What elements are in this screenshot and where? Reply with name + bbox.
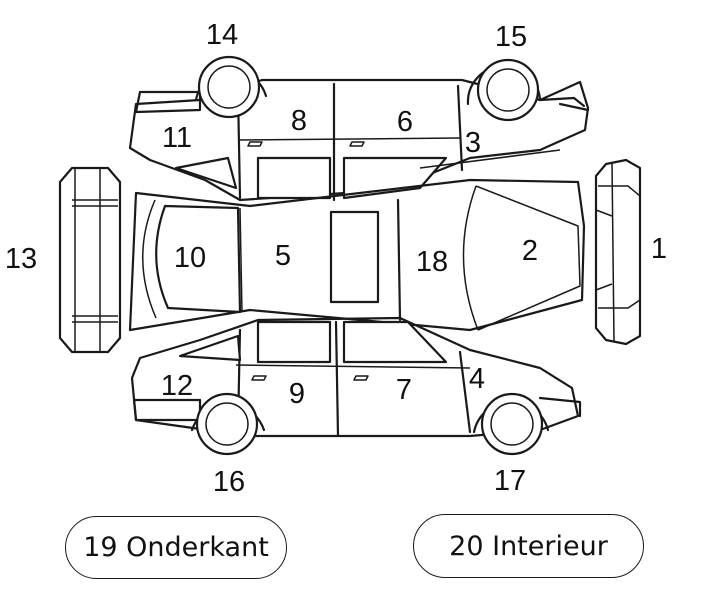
zone-label-3[interactable]: 3: [465, 127, 481, 159]
car-plan-view: [128, 178, 586, 332]
zone-label-9[interactable]: 9: [289, 378, 305, 410]
zone-label-18[interactable]: 18: [416, 246, 448, 278]
wheel-rear-bottom: [190, 392, 266, 456]
interior-button[interactable]: 20 Interieur: [413, 514, 644, 578]
car-side-view-bottom: [130, 316, 582, 456]
car-front-view: [594, 158, 642, 346]
zone-label-1[interactable]: 1: [651, 233, 667, 265]
zone-label-11[interactable]: 11: [162, 122, 192, 154]
wheel-front-bottom: [472, 392, 550, 456]
zone-label-5[interactable]: 5: [275, 240, 291, 272]
zone-label-12[interactable]: 12: [161, 370, 193, 402]
zone-label-4[interactable]: 4: [469, 363, 485, 395]
zone-label-13[interactable]: 13: [5, 243, 37, 275]
zone-label-17[interactable]: 17: [494, 465, 526, 497]
car-rear-view: [58, 166, 122, 354]
zone-label-14[interactable]: 14: [206, 19, 238, 51]
zone-label-8[interactable]: 8: [291, 105, 307, 137]
zone-label-10[interactable]: 10: [174, 242, 206, 274]
car-side-view-top: [128, 55, 590, 202]
wheel-front-top: [466, 58, 542, 122]
wheel-rear-top: [194, 55, 268, 119]
underside-button[interactable]: 19 Onderkant: [65, 516, 287, 579]
zone-label-15[interactable]: 15: [495, 21, 527, 53]
zone-label-6[interactable]: 6: [397, 106, 413, 138]
zone-label-7[interactable]: 7: [396, 374, 412, 406]
zone-label-2[interactable]: 2: [522, 235, 538, 267]
zone-label-16[interactable]: 16: [213, 466, 245, 498]
